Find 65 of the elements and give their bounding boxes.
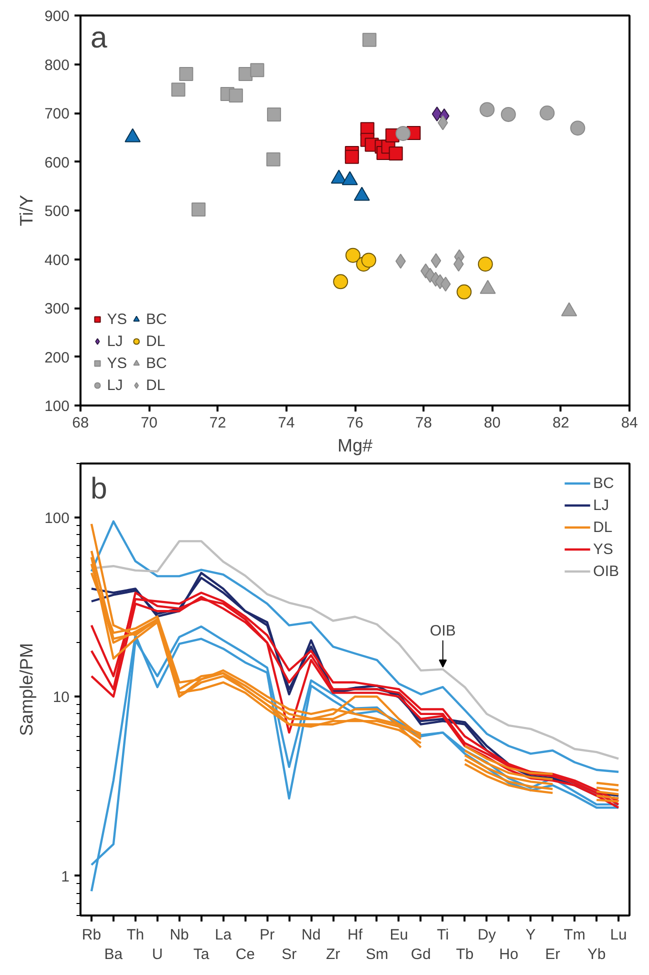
x-tick-label: Sr [282,946,297,964]
legend-label: DL [593,518,614,536]
x-tick-label: Nb [170,926,189,944]
x-tick-label: Rb [82,926,102,944]
annotation: OIB [430,622,456,640]
y-tick-label: 500 [44,203,70,220]
x-tick-label: Ce [236,946,255,964]
y-axis-title: Sample/PM [16,642,36,736]
x-tick-label: 68 [72,414,89,432]
legend-label: LJ [107,376,124,394]
x-tick-label: Er [545,946,560,964]
x-tick-label: Yb [587,946,606,964]
legend-label: YS [593,540,614,558]
legend-label: BC [593,474,614,492]
x-axis-title: Mg# [337,436,373,456]
x-tick-label: 84 [621,414,638,432]
y-tick-label: 900 [44,8,70,25]
x-tick-label: 76 [346,414,364,432]
x-tick-label: 80 [484,414,501,432]
legend-label: LJ [593,496,610,514]
legend-label: BC [146,354,167,372]
x-tick-label: 74 [278,414,295,432]
x-tick-label: U [152,946,163,964]
y-tick-label: 700 [44,106,70,122]
legend-label: OIB [593,562,619,580]
chart-title: b [90,472,108,506]
y-tick-label: 100 [44,510,70,527]
x-tick-label: Ho [499,946,518,964]
x-tick-label: Zr [326,946,340,964]
y-tick-label: 400 [44,252,70,269]
x-tick-label: Hf [348,926,364,944]
x-tick-label: Tm [564,926,586,944]
y-tick-label: 100 [44,398,70,415]
x-tick-label: Lu [610,926,627,944]
legend-label: YS [107,354,128,372]
x-tick-label: Ti [436,926,449,944]
x-tick-label: Gd [410,946,431,964]
legend-label: DL [146,332,166,350]
y-axis-title: Ti/Y [16,194,36,226]
y-tick-label: 300 [44,300,70,318]
y-tick-label: 200 [44,349,70,366]
legend-label: DL [146,376,166,394]
legend-label: BC [146,310,167,328]
x-tick-label: Tb [456,946,474,964]
x-tick-label: Y [526,926,536,944]
x-tick-label: 78 [415,414,432,432]
x-tick-label: 82 [552,414,570,432]
x-tick-label: Ba [104,946,124,964]
x-tick-label: Sm [366,946,388,964]
x-tick-label: 70 [140,414,158,432]
legend-label: LJ [107,332,124,350]
x-tick-label: Nd [301,926,321,944]
x-tick-label: Th [126,926,144,944]
x-tick-label: Dy [478,926,496,944]
x-tick-label: Eu [390,926,408,944]
y-tick-label: 1 [61,868,70,886]
y-tick-label: 600 [44,154,70,172]
chart-title: a [90,22,108,54]
x-tick-label: Ta [193,946,210,964]
x-tick-label: 72 [209,414,226,432]
y-tick-label: 10 [52,689,70,706]
x-tick-label: Pr [260,926,275,944]
y-tick-label: 800 [44,56,70,74]
x-tick-label: La [214,926,232,944]
legend-label: YS [107,310,128,328]
